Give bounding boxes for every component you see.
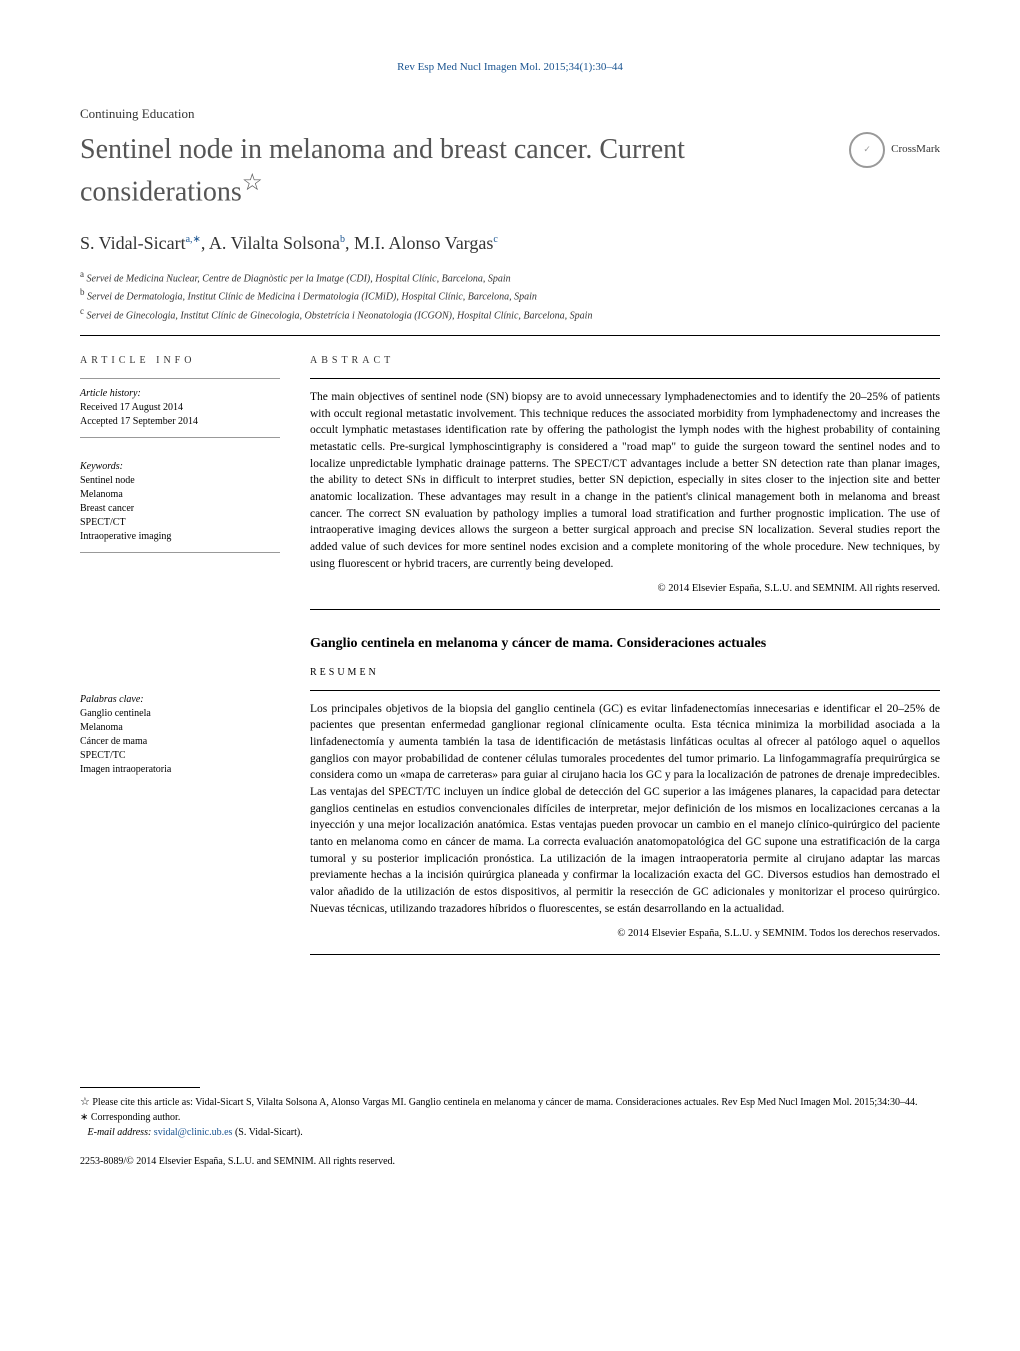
copyright-es: © 2014 Elsevier España, S.L.U. y SEMNIM.… (310, 927, 940, 942)
divider (310, 378, 940, 379)
article-history: Article history: Received 17 August 2014… (80, 378, 280, 438)
keywords-label: Keywords: (80, 460, 280, 474)
divider (310, 954, 940, 955)
copyright-en: © 2014 Elsevier España, S.L.U. and SEMNI… (310, 582, 940, 597)
corresponding-label: Corresponding author. (91, 1112, 180, 1123)
email-label: E-mail address: (88, 1127, 154, 1138)
footer: Please cite this article as: Vidal-Sicar… (80, 1087, 940, 1170)
abstract-en: The main objectives of sentinel node (SN… (310, 389, 940, 572)
affil-b: Servei de Dermatologia, Institut Clínic … (87, 292, 537, 303)
star-icon (80, 1097, 90, 1108)
divider (80, 335, 940, 336)
affiliations: a Servei de Medicina Nuclear, Centre de … (80, 268, 940, 323)
article-info-heading: article info (80, 354, 280, 368)
palabras-block: Palabras clave: Ganglio centinela Melano… (80, 693, 280, 777)
asterisk-icon (80, 1112, 88, 1123)
resumen-heading: resumen (310, 666, 940, 680)
issn-line: 2253-8089/© 2014 Elsevier España, S.L.U.… (80, 1154, 940, 1169)
title-star: ☆ (242, 170, 263, 196)
title-text: Sentinel node in melanoma and breast can… (80, 134, 685, 208)
affil-c: Servei de Ginecologia, Institut Clínic d… (87, 310, 593, 321)
author-1-sup: a,∗ (186, 234, 201, 245)
divider (310, 609, 940, 610)
section-label: Continuing Education (80, 105, 940, 123)
received-date: Received 17 August 2014 (80, 401, 280, 415)
cite-note: Please cite this article as: Vidal-Sicar… (92, 1097, 917, 1108)
affil-a: Servei de Medicina Nuclear, Centre de Di… (87, 273, 511, 284)
keyword: Melanoma (80, 488, 280, 502)
keywords-block: Keywords: Sentinel node Melanoma Breast … (80, 452, 280, 553)
palabras-label: Palabras clave: (80, 693, 280, 707)
palabra: Melanoma (80, 721, 280, 735)
author-1: S. Vidal-Sicart (80, 233, 186, 253)
keyword: Intraoperative imaging (80, 530, 280, 544)
palabra: SPECT/TC (80, 749, 280, 763)
author-3-sup: c (493, 234, 497, 245)
article-title: Sentinel node in melanoma and breast can… (80, 132, 849, 211)
email-suffix: (S. Vidal-Sicart). (232, 1127, 302, 1138)
authors-line: S. Vidal-Sicarta,∗, A. Vilalta Solsonab,… (80, 231, 940, 256)
title-es: Ganglio centinela en melanoma y cáncer d… (310, 634, 940, 654)
crossmark-label: CrossMark (891, 142, 940, 157)
keyword: SPECT/CT (80, 516, 280, 530)
keyword: Breast cancer (80, 502, 280, 516)
palabra: Ganglio centinela (80, 707, 280, 721)
author-3: , M.I. Alonso Vargas (345, 233, 493, 253)
crossmark-badge[interactable]: ✓ CrossMark (849, 132, 940, 168)
journal-reference: Rev Esp Med Nucl Imagen Mol. 2015;34(1):… (80, 60, 940, 75)
author-2: , A. Vilalta Solsona (201, 233, 340, 253)
divider (310, 690, 940, 691)
keyword: Sentinel node (80, 474, 280, 488)
palabra: Imagen intraoperatoria (80, 763, 280, 777)
palabra: Cáncer de mama (80, 735, 280, 749)
abstract-es: Los principales objetivos de la biopsia … (310, 701, 940, 918)
abstract-heading: abstract (310, 354, 940, 368)
accepted-date: Accepted 17 September 2014 (80, 415, 280, 429)
history-label: Article history: (80, 387, 280, 401)
email-link[interactable]: svidal@clinic.ub.es (154, 1127, 233, 1138)
crossmark-icon: ✓ (849, 132, 885, 168)
